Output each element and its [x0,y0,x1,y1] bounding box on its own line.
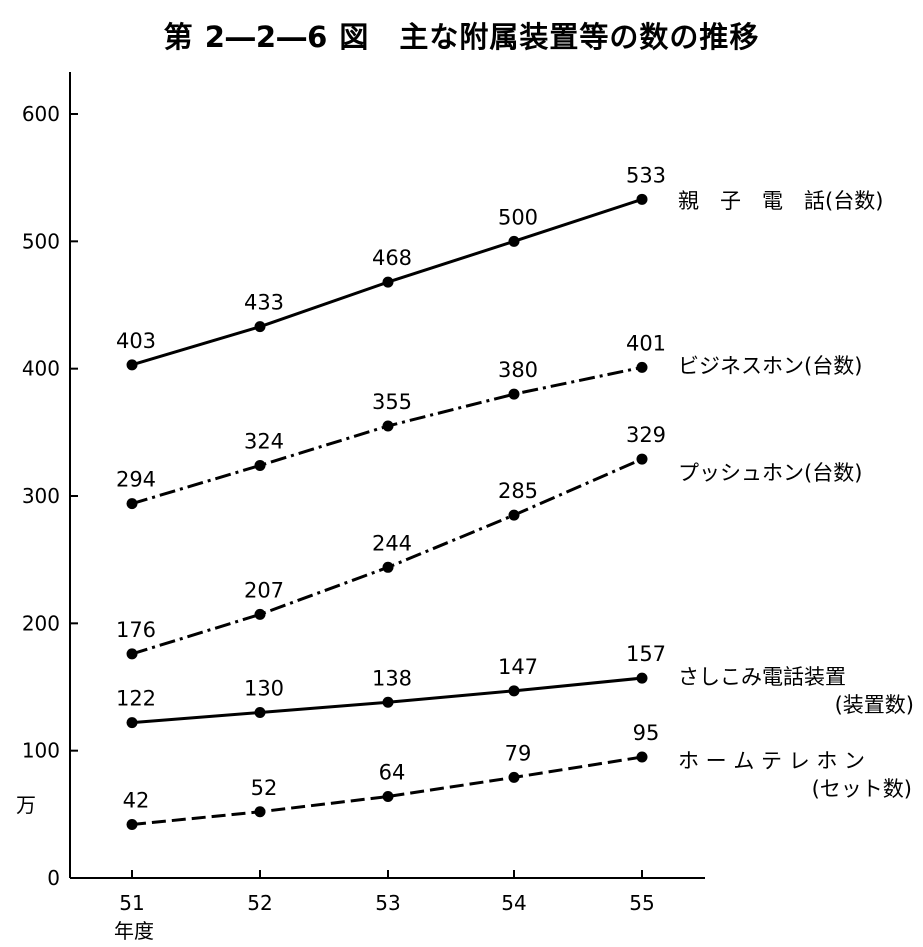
series-5: 42 52 64 79 95 ホ ー ム テ レ ホ ン (セット数) [123,721,912,831]
data-label: 64 [379,761,406,785]
series-label: ビジネスホン(台数) [678,354,862,378]
x-tick-label: 51 [119,891,144,915]
series-label: 親 子 電 話(台数) [678,189,883,213]
data-point [508,235,520,247]
x-tick-label: 54 [501,891,526,915]
series-label: (装置数) [835,693,914,717]
data-label: 355 [372,390,412,414]
data-label: 79 [505,741,532,765]
data-point [382,276,394,288]
data-label: 401 [626,331,666,355]
axes: 0 100 200 300 400 500 600 万 51 52 53 54 55 年度 [16,72,705,943]
y-axis-unit-label: 万 [16,793,36,817]
y-tick-label: 200 [22,611,60,635]
data-label: 122 [116,687,156,711]
data-label: 500 [498,205,538,229]
series-label: (セット数) [812,777,912,801]
data-label: 130 [244,676,284,700]
data-label: 285 [498,479,538,503]
data-label: 138 [372,666,412,690]
data-label: 95 [633,721,660,745]
data-label: 147 [498,655,538,679]
data-label: 533 [626,163,666,187]
data-point [636,672,648,684]
data-label: 42 [123,789,150,813]
series-label: さしこみ電話装置 [678,665,846,689]
data-point [636,193,648,205]
data-label: 468 [372,246,412,270]
data-label: 207 [244,578,284,602]
x-axis-label: 年度 [114,919,154,943]
y-tick-label: 600 [22,102,60,126]
y-tick-label: 0 [47,866,60,890]
data-point [636,453,648,465]
data-point [382,561,394,573]
data-point [382,696,394,708]
data-point [254,459,266,471]
x-tick-label: 55 [629,891,654,915]
y-tick-label: 100 [22,739,60,763]
y-tick-label: 300 [22,484,60,508]
data-point [636,751,648,763]
data-label: 157 [626,642,666,666]
data-point [254,608,266,620]
y-tick-label: 500 [22,229,60,253]
x-tick-label: 52 [247,891,272,915]
data-point [126,717,138,729]
data-label: 294 [116,468,156,492]
series-3: 176 207 244 285 329 プッシュホン(台数) [116,423,862,660]
series-2: 294 324 355 380 401 ビジネスホン(台数) [116,331,862,510]
data-point [254,706,266,718]
data-point [508,771,520,783]
data-point [126,498,138,510]
series-line [131,365,643,506]
series-line [131,457,643,656]
x-tick-label: 53 [375,891,400,915]
data-label: 244 [372,531,412,555]
data-point [126,819,138,831]
data-label: 52 [251,776,278,800]
data-point [636,361,648,373]
series-1: 403 433 468 500 533 親 子 電 話(台数) [116,163,883,371]
data-point [126,359,138,371]
data-label: 176 [116,618,156,642]
data-label: 329 [626,423,666,447]
data-point [254,806,266,818]
data-label: 380 [498,358,538,382]
y-tick-label: 400 [22,357,60,381]
chart-title: 第 2―2―6 図 主な附属装置等の数の推移 [163,20,760,54]
data-point [508,509,520,521]
series-label: プッシュホン(台数) [678,461,862,485]
data-label: 324 [244,429,284,453]
data-point [508,685,520,697]
data-point [254,321,266,333]
series-4: 122 130 138 147 157 さしこみ電話装置 (装置数) [116,642,914,729]
data-label: 433 [244,291,284,315]
data-point [382,420,394,432]
data-point [126,648,138,660]
series-label: ホ ー ム テ レ ホ ン [678,749,865,773]
series-line [131,755,643,827]
data-label: 403 [116,329,156,353]
data-point [508,388,520,400]
data-point [382,791,394,803]
